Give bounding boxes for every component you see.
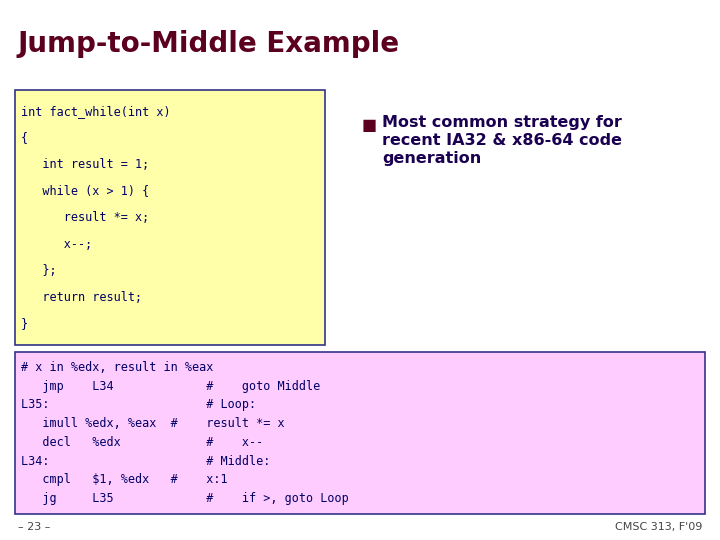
FancyBboxPatch shape xyxy=(15,90,325,345)
Text: imull %edx, %eax  #    result *= x: imull %edx, %eax # result *= x xyxy=(21,417,284,430)
Text: decl   %edx            #    x--: decl %edx # x-- xyxy=(21,436,264,449)
Text: Most common strategy for: Most common strategy for xyxy=(382,115,622,130)
Text: int fact_while(int x): int fact_while(int x) xyxy=(21,105,171,118)
FancyBboxPatch shape xyxy=(15,352,705,514)
Text: # x in %edx, result in %eax: # x in %edx, result in %eax xyxy=(21,361,213,374)
Text: result *= x;: result *= x; xyxy=(21,211,149,224)
Text: L35:                      # Loop:: L35: # Loop: xyxy=(21,399,256,411)
Text: jmp    L34             #    goto Middle: jmp L34 # goto Middle xyxy=(21,380,320,393)
Text: CMSC 313, F'09: CMSC 313, F'09 xyxy=(615,522,702,532)
Text: int result = 1;: int result = 1; xyxy=(21,158,149,171)
Text: x--;: x--; xyxy=(21,238,92,251)
Text: }: } xyxy=(21,317,28,330)
Text: };: }; xyxy=(21,264,57,277)
Text: jg     L35             #    if >, goto Loop: jg L35 # if >, goto Loop xyxy=(21,492,348,505)
Text: while (x > 1) {: while (x > 1) { xyxy=(21,185,149,198)
Text: L34:                      # Middle:: L34: # Middle: xyxy=(21,455,271,468)
Text: generation: generation xyxy=(382,151,481,166)
Text: return result;: return result; xyxy=(21,291,142,303)
Text: {: { xyxy=(21,131,28,144)
Text: Jump-to-Middle Example: Jump-to-Middle Example xyxy=(18,30,400,58)
Text: ■: ■ xyxy=(362,118,377,133)
Text: – 23 –: – 23 – xyxy=(18,522,50,532)
Text: cmpl   $1, %edx   #    x:1: cmpl $1, %edx # x:1 xyxy=(21,474,228,487)
Text: recent IA32 & x86-64 code: recent IA32 & x86-64 code xyxy=(382,133,622,148)
